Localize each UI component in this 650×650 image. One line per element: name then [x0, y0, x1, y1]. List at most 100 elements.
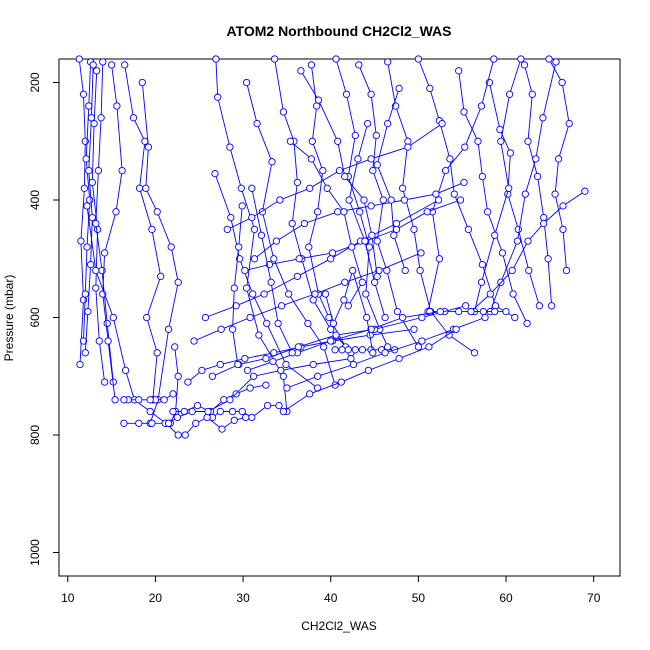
- data-point-18-4: [410, 225, 418, 234]
- data-point-12-5: [282, 360, 290, 369]
- data-point-29-1: [338, 346, 346, 354]
- data-point-25-0: [517, 55, 525, 63]
- data-point-6-0: [121, 61, 129, 69]
- series-line-16: [335, 58, 389, 348]
- data-point-4-3: [92, 219, 100, 228]
- data-point-21-6: [535, 302, 544, 310]
- data-point-15-3: [319, 166, 327, 175]
- data-point-44-3: [340, 208, 348, 216]
- data-point-50-5: [369, 349, 377, 357]
- data-point-34-2: [216, 360, 224, 369]
- data-point-43-3: [277, 302, 286, 310]
- data-point-44-0: [286, 137, 295, 145]
- data-point-40-0: [241, 266, 249, 275]
- x-tick-label: 40: [324, 591, 338, 605]
- data-point-17-8: [414, 343, 423, 351]
- data-point-38-0: [279, 407, 288, 416]
- data-point-30-6: [275, 401, 283, 410]
- series-line-5: [102, 64, 123, 400]
- y-tick-label: 400: [28, 190, 42, 210]
- series-line-23: [548, 58, 570, 271]
- data-point-9-5: [148, 419, 156, 427]
- data-point-39-0: [250, 255, 259, 263]
- data-point-17-2: [372, 131, 380, 140]
- data-point-21-5: [525, 266, 533, 275]
- data-point-34-8: [410, 325, 418, 333]
- data-point-41-0: [223, 225, 231, 234]
- data-point-6-7: [153, 349, 161, 357]
- data-point-19-3: [446, 155, 454, 163]
- data-point-18-0: [384, 58, 392, 66]
- data-point-25-4: [491, 231, 499, 239]
- series-line-41: [227, 123, 443, 230]
- data-point-40-6: [423, 208, 431, 216]
- data-point-37-3: [381, 349, 389, 357]
- data-point-5-6: [104, 337, 112, 345]
- data-point-29-3: [351, 346, 359, 354]
- data-point-13-4: [270, 255, 278, 263]
- data-point-39-3: [334, 208, 342, 216]
- data-point-16-2: [351, 131, 359, 140]
- data-point-40-2: [295, 255, 303, 263]
- data-point-14-3: [293, 178, 302, 187]
- data-point-0-1: [79, 90, 88, 98]
- data-point-35-7: [462, 302, 470, 310]
- data-point-39-4: [367, 202, 375, 210]
- data-point-23-3: [554, 155, 563, 163]
- data-point-45-2: [334, 137, 342, 145]
- data-point-18-8: [470, 349, 479, 357]
- data-point-40-3: [328, 249, 337, 257]
- data-point-39-6: [432, 190, 440, 198]
- data-point-29-0: [331, 346, 339, 354]
- data-point-41-1: [248, 213, 256, 222]
- data-point-41-5: [367, 155, 375, 163]
- data-point-17-7: [393, 307, 402, 316]
- data-point-33-2: [188, 407, 196, 416]
- data-point-14-6: [309, 296, 317, 304]
- data-point-14-0: [270, 55, 279, 63]
- data-point-9-7: [120, 419, 128, 427]
- data-point-48-1: [257, 231, 266, 239]
- series-line-50: [325, 268, 374, 353]
- data-point-0-0: [75, 55, 83, 63]
- data-point-15-5: [305, 243, 313, 251]
- data-point-24-3: [441, 166, 450, 175]
- data-point-27-4: [508, 266, 516, 275]
- data-point-6-5: [157, 272, 165, 281]
- data-point-23-1: [558, 78, 566, 87]
- data-point-33-7: [309, 360, 317, 369]
- data-point-43-0: [190, 337, 198, 345]
- data-point-12-3: [249, 290, 257, 298]
- data-point-40-5: [392, 225, 401, 234]
- data-point-3-4: [92, 284, 100, 292]
- data-point-36-6: [436, 307, 444, 316]
- data-point-38-6: [452, 325, 460, 333]
- data-point-6-2: [141, 137, 149, 145]
- data-point-11-5: [242, 284, 251, 292]
- data-point-36-0: [243, 366, 252, 375]
- data-point-25-5: [477, 278, 486, 286]
- data-point-42-3: [293, 272, 302, 281]
- data-point-45-5: [368, 231, 376, 239]
- data-point-22-6: [547, 302, 556, 310]
- data-point-20-6: [509, 290, 517, 298]
- data-point-48-2: [267, 278, 275, 286]
- data-point-42-7: [434, 196, 443, 204]
- data-point-26-4: [513, 237, 522, 245]
- data-point-48-3: [274, 319, 282, 328]
- x-tick-label: 70: [587, 591, 601, 605]
- data-point-2-0: [89, 61, 97, 69]
- data-point-48-0: [248, 184, 256, 192]
- data-point-22-3: [533, 172, 542, 181]
- data-point-17-0: [355, 61, 363, 69]
- data-point-30-5: [263, 401, 272, 410]
- data-point-4-2: [94, 166, 103, 175]
- data-point-30-3: [238, 407, 246, 416]
- data-point-37-0: [283, 384, 291, 392]
- data-point-5-1: [113, 102, 121, 110]
- data-point-39-1: [272, 237, 281, 245]
- data-point-23-2: [565, 119, 573, 128]
- data-point-44-1: [307, 155, 316, 163]
- data-point-42-6: [392, 219, 401, 228]
- data-point-6-6: [143, 313, 151, 322]
